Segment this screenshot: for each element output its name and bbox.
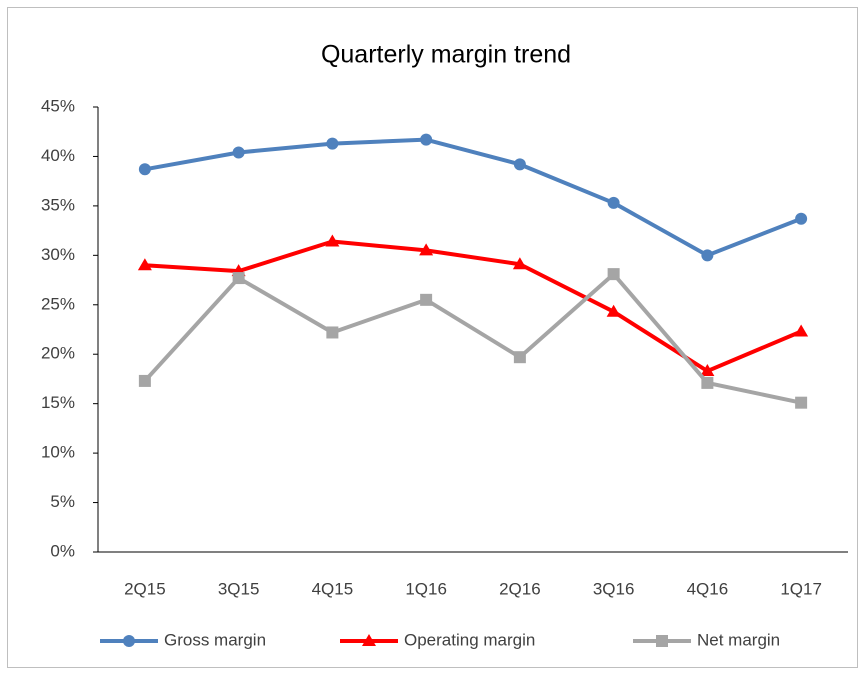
y-tick-label: 15% xyxy=(41,393,75,412)
y-tick-label: 25% xyxy=(41,294,75,313)
legend-marker xyxy=(362,634,376,646)
chart-frame xyxy=(7,7,858,668)
marker xyxy=(138,163,151,176)
marker xyxy=(138,374,151,387)
x-tick-label: 3Q15 xyxy=(218,579,260,598)
marker xyxy=(607,268,620,281)
series-line xyxy=(144,137,802,258)
y-tick-label: 5% xyxy=(50,492,75,511)
x-tick-label: 4Q15 xyxy=(312,579,354,598)
marker xyxy=(512,257,527,270)
marker xyxy=(606,304,621,317)
x-tick-label: 2Q15 xyxy=(124,579,166,598)
marker xyxy=(701,376,714,389)
marker xyxy=(420,133,433,146)
marker xyxy=(795,212,808,225)
marker xyxy=(607,196,620,209)
x-tick-label: 2Q16 xyxy=(499,579,541,598)
marker xyxy=(232,146,245,159)
marker xyxy=(326,137,339,150)
y-tick-label: 10% xyxy=(41,443,75,462)
y-tick-label: 30% xyxy=(41,245,75,264)
series-line xyxy=(143,272,802,405)
marker xyxy=(513,158,526,171)
y-tick-label: 0% xyxy=(50,541,75,560)
legend-label: Gross margin xyxy=(164,630,266,649)
legend-marker xyxy=(123,635,135,647)
marker xyxy=(794,324,809,337)
legend-marker xyxy=(656,635,668,647)
chart-title: Quarterly margin trend xyxy=(321,41,571,69)
y-tick-label: 20% xyxy=(41,344,75,363)
x-tick-label: 1Q16 xyxy=(405,579,447,598)
legend-label: Operating margin xyxy=(404,630,535,649)
x-tick-label: 1Q17 xyxy=(780,579,822,598)
marker xyxy=(795,396,808,409)
legend-label: Net margin xyxy=(697,630,780,649)
marker xyxy=(326,326,339,339)
marker xyxy=(325,234,340,247)
y-tick-label: 35% xyxy=(41,195,75,214)
y-tick-label: 40% xyxy=(41,146,75,165)
marker xyxy=(419,243,434,256)
y-tick-label: 45% xyxy=(41,96,75,115)
marker xyxy=(513,351,526,364)
marker xyxy=(232,272,245,285)
marker xyxy=(137,258,152,271)
x-tick-label: 4Q16 xyxy=(687,579,729,598)
series-line xyxy=(144,239,802,374)
marker xyxy=(700,364,715,377)
x-tick-label: 3Q16 xyxy=(593,579,635,598)
marker xyxy=(420,293,433,306)
marker xyxy=(701,249,714,262)
